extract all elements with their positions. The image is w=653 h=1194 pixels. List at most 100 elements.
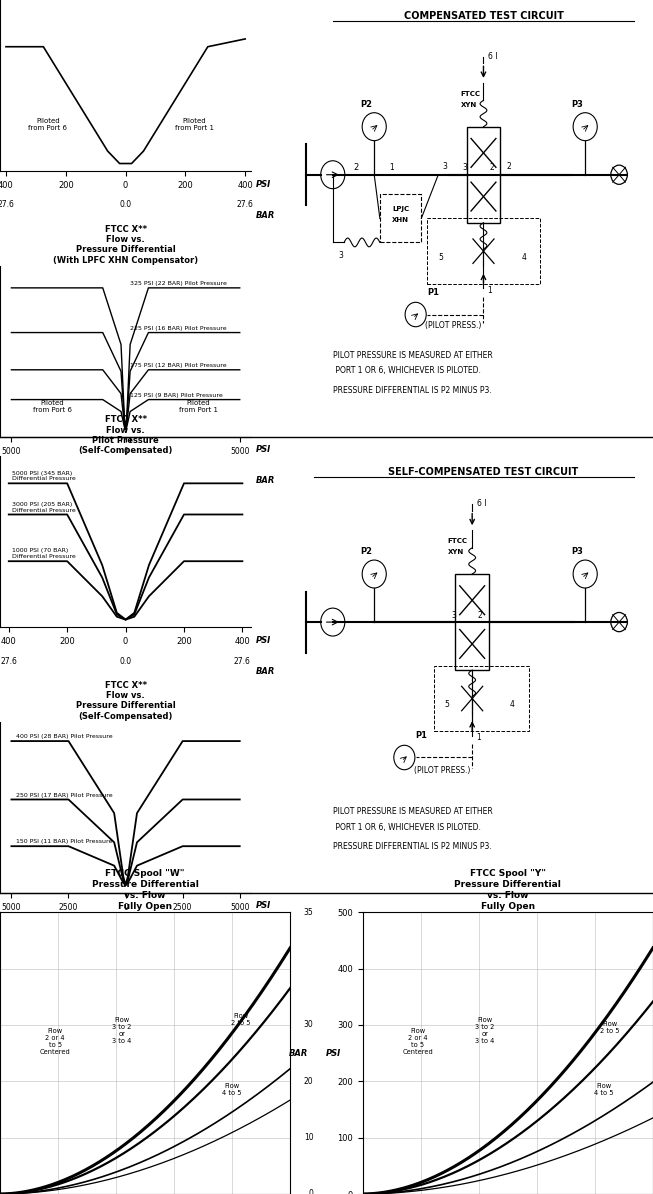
Text: BAR: BAR (256, 666, 276, 676)
Text: 3: 3 (463, 164, 468, 172)
Text: (PILOT PRESS.): (PILOT PRESS.) (425, 321, 481, 330)
Text: 344: 344 (232, 922, 247, 931)
Title: FTCC X**
Flow vs.
Pressure Differential
(Self-Compensated): FTCC X** Flow vs. Pressure Differential … (76, 681, 176, 721)
Text: P2: P2 (360, 547, 373, 556)
Text: PRESSURE DIFFERENTIAL IS P2 MINUS P3.: PRESSURE DIFFERENTIAL IS P2 MINUS P3. (333, 386, 492, 395)
Text: 344: 344 (4, 466, 19, 475)
Text: Flow
3 to 2
or
3 to 4: Flow 3 to 2 or 3 to 4 (112, 1017, 132, 1044)
Text: COMPENSATED TEST CIRCUIT: COMPENSATED TEST CIRCUIT (404, 11, 564, 21)
Text: 3: 3 (442, 162, 447, 172)
Text: 30: 30 (304, 1021, 313, 1029)
Title: FTCC Spool "W"
Pressure Differential
vs. Flow
Fully Open: FTCC Spool "W" Pressure Differential vs.… (91, 869, 199, 911)
Text: 1: 1 (487, 285, 492, 295)
Text: Piloted
from Port 6: Piloted from Port 6 (33, 400, 72, 412)
Text: PSI: PSI (256, 180, 272, 189)
Title: FTCC Spool "Y"
Pressure Differential
vs. Flow
Fully Open: FTCC Spool "Y" Pressure Differential vs.… (454, 869, 562, 911)
Title: FTCC X**
Flow vs.
Pilot Pressure
(Self-Compensated): FTCC X** Flow vs. Pilot Pressure (Self-C… (78, 416, 173, 455)
Text: SELF-COMPENSATED TEST CIRCUIT: SELF-COMPENSATED TEST CIRCUIT (389, 467, 579, 478)
Text: 3: 3 (451, 610, 456, 620)
Text: 10: 10 (304, 1133, 313, 1143)
Text: BAR: BAR (256, 210, 276, 220)
Bar (434, 666, 529, 731)
Text: P2: P2 (360, 100, 373, 109)
Text: PSI: PSI (256, 901, 272, 910)
Text: 1: 1 (389, 164, 394, 172)
Text: P3: P3 (572, 100, 584, 109)
Text: 4: 4 (521, 253, 526, 261)
Text: 27.6: 27.6 (237, 201, 253, 209)
Bar (380, 195, 421, 242)
Text: 0: 0 (309, 1189, 313, 1194)
Text: PSI: PSI (256, 445, 272, 454)
Text: 0: 0 (123, 922, 128, 931)
Text: Flow
2 to 5: Flow 2 to 5 (231, 1013, 251, 1026)
Text: Flow
2 to 5: Flow 2 to 5 (599, 1021, 619, 1034)
Text: Flow
2 or 4
to 5
Centered: Flow 2 or 4 to 5 Centered (40, 1028, 71, 1055)
Text: Piloted
from Port 1: Piloted from Port 1 (175, 118, 214, 131)
Text: 3: 3 (338, 251, 343, 260)
Text: 0: 0 (123, 466, 128, 475)
Text: XYN: XYN (461, 101, 477, 107)
Title: FTCC X**
Flow vs.
Pressure Differential
(With LPFC XHN Compensator): FTCC X** Flow vs. Pressure Differential … (53, 224, 198, 265)
Text: 200: 200 (164, 466, 178, 475)
Text: 150 PSI (11 BAR) Pilot Pressure: 150 PSI (11 BAR) Pilot Pressure (16, 839, 112, 844)
Text: 35: 35 (304, 907, 313, 917)
Text: 3000 PSI (205 BAR)
Differential Pressure: 3000 PSI (205 BAR) Differential Pressure (12, 501, 76, 512)
Text: PORT 1 OR 6, WHICHEVER IS PILOTED.: PORT 1 OR 6, WHICHEVER IS PILOTED. (333, 823, 481, 831)
Text: BAR: BAR (256, 933, 276, 941)
Text: FTCC: FTCC (448, 538, 468, 544)
Text: LPJC: LPJC (392, 205, 409, 211)
Text: 1: 1 (476, 733, 481, 741)
Text: PRESSURE DIFFERENTIAL IS P2 MINUS P3.: PRESSURE DIFFERENTIAL IS P2 MINUS P3. (333, 842, 492, 851)
Text: 4: 4 (510, 700, 515, 709)
Text: Flow
2 or 4
to 5
Centered: Flow 2 or 4 to 5 Centered (402, 1028, 434, 1055)
Text: Piloted
from Port 1: Piloted from Port 1 (179, 400, 218, 412)
Text: (PILOT PRESS.): (PILOT PRESS.) (414, 765, 470, 775)
Text: 125 PSI (9 BAR) Pilot Pressure: 125 PSI (9 BAR) Pilot Pressure (130, 393, 223, 398)
Text: 225 PSI (16 BAR) Pilot Pressure: 225 PSI (16 BAR) Pilot Pressure (130, 326, 227, 331)
Text: 325 PSI (22 BAR) Pilot Pressure: 325 PSI (22 BAR) Pilot Pressure (130, 281, 227, 287)
Text: P1: P1 (427, 288, 439, 297)
Text: 5000 PSI (345 BAR)
Differential Pressure: 5000 PSI (345 BAR) Differential Pressure (12, 470, 76, 481)
Text: PORT 1 OR 6, WHICHEVER IS PILOTED.: PORT 1 OR 6, WHICHEVER IS PILOTED. (333, 367, 481, 375)
Text: 400 PSI (28 BAR) Pilot Pressure: 400 PSI (28 BAR) Pilot Pressure (16, 734, 112, 739)
Bar (455, 574, 489, 670)
Text: Piloted
from Port 6: Piloted from Port 6 (28, 118, 67, 131)
Text: 2: 2 (489, 164, 494, 172)
Text: 27.6: 27.6 (0, 657, 17, 665)
Text: 1000 PSI (70 BAR)
Differential Pressure: 1000 PSI (70 BAR) Differential Pressure (12, 548, 76, 559)
Text: Flow
3 to 2
or
3 to 4: Flow 3 to 2 or 3 to 4 (475, 1017, 494, 1044)
Text: 27.6: 27.6 (0, 201, 14, 209)
Text: 250 PSI (17 BAR) Pilot Pressure: 250 PSI (17 BAR) Pilot Pressure (16, 793, 112, 798)
Text: 0.0: 0.0 (119, 201, 132, 209)
Text: PILOT PRESSURE IS MEASURED AT EITHER: PILOT PRESSURE IS MEASURED AT EITHER (333, 807, 492, 817)
Bar (427, 219, 540, 284)
Text: 175 PSI (12 BAR) Pilot Pressure: 175 PSI (12 BAR) Pilot Pressure (130, 363, 227, 368)
Text: PILOT PRESSURE IS MEASURED AT EITHER: PILOT PRESSURE IS MEASURED AT EITHER (333, 351, 492, 361)
Text: 2: 2 (506, 162, 511, 172)
Text: BAR: BAR (289, 1048, 309, 1058)
Text: 2: 2 (353, 164, 358, 172)
Text: BAR: BAR (256, 476, 276, 485)
Text: 5: 5 (438, 253, 443, 261)
Text: 5: 5 (444, 700, 449, 709)
Text: PSI: PSI (256, 636, 272, 645)
Bar (466, 127, 500, 223)
Text: 344: 344 (232, 466, 247, 475)
Text: 6 I: 6 I (488, 53, 498, 61)
Text: 200: 200 (72, 466, 87, 475)
Text: 200: 200 (164, 922, 178, 931)
Text: 344: 344 (4, 922, 19, 931)
Text: 20: 20 (304, 1077, 313, 1085)
Text: P1: P1 (416, 731, 428, 740)
Text: PSI: PSI (326, 1048, 342, 1058)
Text: 2: 2 (478, 610, 483, 620)
Text: 6 I: 6 I (477, 499, 486, 509)
Text: XHN: XHN (392, 217, 409, 223)
Text: Flow
4 to 5: Flow 4 to 5 (223, 1083, 242, 1096)
Text: Flow
4 to 5: Flow 4 to 5 (594, 1083, 613, 1096)
Text: 27.6: 27.6 (234, 657, 251, 665)
Text: 0.0: 0.0 (119, 657, 132, 665)
Text: 200: 200 (72, 922, 87, 931)
Text: P3: P3 (572, 547, 584, 556)
